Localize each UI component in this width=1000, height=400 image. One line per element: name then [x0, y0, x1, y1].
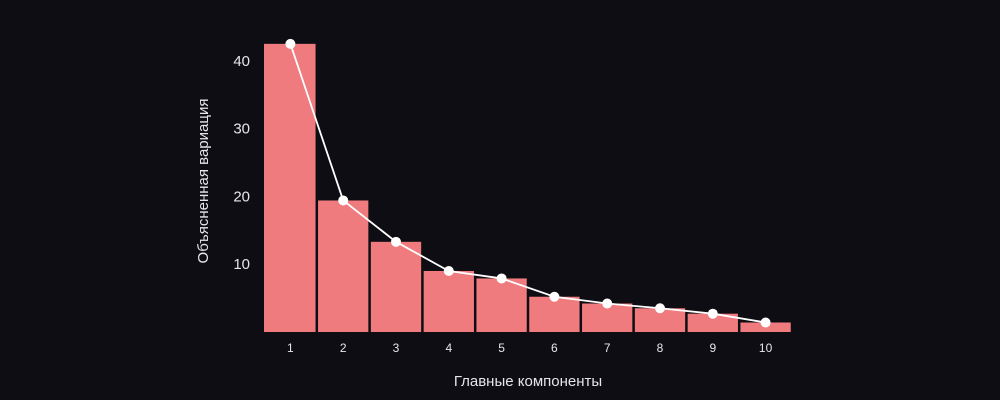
y-tick-label-40: 40: [233, 53, 250, 70]
x-tick-label-7: 7: [604, 341, 611, 355]
x-tick-label-8: 8: [657, 341, 664, 355]
point-8: [655, 303, 665, 314]
bar-3: [370, 241, 422, 332]
point-3: [391, 236, 401, 247]
x-tick-label-9: 9: [709, 341, 716, 355]
x-tick-label-2: 2: [340, 341, 347, 355]
line-layer: [289, 43, 766, 324]
bar-4: [423, 270, 474, 332]
x-tick-label-1: 1: [287, 341, 294, 355]
bar-5: [476, 278, 527, 332]
point-5: [496, 273, 507, 284]
point-10: [760, 317, 771, 328]
cumulative-line: [289, 43, 766, 324]
points-layer: [285, 38, 771, 328]
bar-9: [687, 313, 738, 332]
y-tick-label-10: 10: [233, 256, 250, 273]
x-axis-title: Главные компоненты: [454, 373, 602, 390]
point-2: [338, 195, 349, 206]
x-tick-label-3: 3: [393, 341, 400, 355]
x-axis-ticks: 1 2 3 4 5 6 7 8 9 10: [287, 341, 773, 355]
y-axis-title: Объясненная вариация: [195, 99, 212, 264]
bar-1: [264, 43, 316, 332]
x-tick-label-5: 5: [498, 341, 505, 355]
point-6: [549, 291, 560, 302]
bar-8: [634, 308, 686, 332]
x-tick-label-10: 10: [759, 341, 773, 355]
x-tick-label-4: 4: [445, 341, 452, 355]
x-tick-label-6: 6: [551, 341, 558, 355]
bar-2: [318, 200, 369, 332]
point-7: [602, 298, 613, 309]
point-9: [707, 308, 718, 319]
bar-6: [529, 296, 580, 332]
point-4: [443, 265, 454, 276]
y-axis-ticks: 10 20 30 40: [233, 53, 250, 273]
point-1: [285, 38, 296, 49]
y-tick-label-30: 30: [233, 121, 250, 138]
y-tick-label-20: 20: [233, 188, 250, 205]
